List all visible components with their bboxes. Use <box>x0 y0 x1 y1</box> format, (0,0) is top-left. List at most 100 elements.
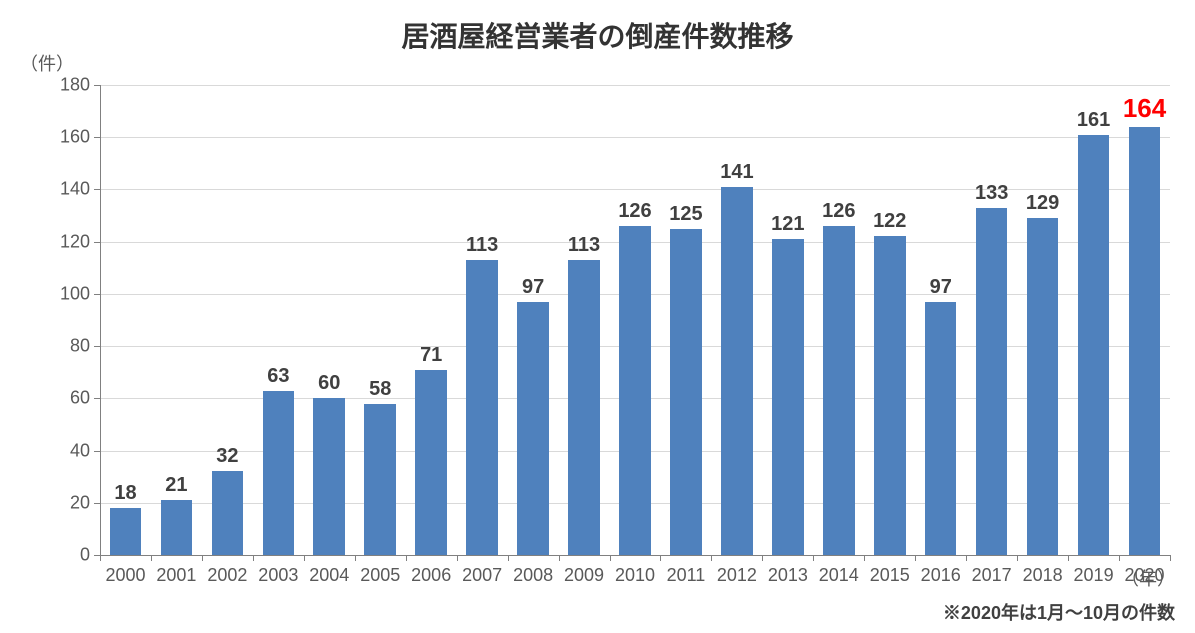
bar-value-label: 126 <box>822 200 855 223</box>
bar <box>976 208 1008 555</box>
bar <box>772 239 804 555</box>
x-tick-mark <box>1119 555 1120 561</box>
bar-value-label: 141 <box>720 161 753 184</box>
chart-container: 居酒屋経営業者の倒産件数推移 （件） 182000212001322002632… <box>0 0 1195 633</box>
bar <box>313 398 345 555</box>
y-axis-line <box>100 85 101 555</box>
bar <box>823 226 855 555</box>
x-tick-label: 2014 <box>819 565 859 586</box>
bar-value-label: 129 <box>1026 192 1059 215</box>
x-tick-label: 2016 <box>921 565 961 586</box>
x-tick-label: 2003 <box>258 565 298 586</box>
y-tick-label: 120 <box>40 231 90 252</box>
y-tick-label: 40 <box>40 440 90 461</box>
chart-title: 居酒屋経営業者の倒産件数推移 <box>0 15 1195 55</box>
x-tick-label: 2005 <box>360 565 400 586</box>
x-tick-mark <box>508 555 509 561</box>
bar <box>721 187 753 555</box>
x-tick-mark <box>711 555 712 561</box>
bar-value-label-highlight: 164 <box>1123 93 1166 124</box>
y-tick-label: 80 <box>40 336 90 357</box>
y-tick-label: 180 <box>40 75 90 96</box>
y-tick-label: 100 <box>40 283 90 304</box>
bar <box>874 236 906 555</box>
gridline <box>100 189 1170 190</box>
x-tick-label: 2001 <box>156 565 196 586</box>
x-tick-label: 2009 <box>564 565 604 586</box>
bar-value-label: 21 <box>165 474 187 497</box>
x-tick-label: 2012 <box>717 565 757 586</box>
bar <box>263 391 295 556</box>
y-tick-label: 60 <box>40 388 90 409</box>
bar <box>161 500 193 555</box>
x-tick-label: 2013 <box>768 565 808 586</box>
x-tick-mark <box>762 555 763 561</box>
x-tick-mark <box>915 555 916 561</box>
bar-value-label: 121 <box>771 213 804 236</box>
x-tick-mark <box>1170 555 1171 561</box>
bar <box>568 260 600 555</box>
y-tick-label: 0 <box>40 545 90 566</box>
y-axis-unit: （件） <box>20 50 74 76</box>
x-tick-label: 2017 <box>972 565 1012 586</box>
x-tick-mark <box>406 555 407 561</box>
x-tick-mark <box>202 555 203 561</box>
bar-value-label: 122 <box>873 210 906 233</box>
x-tick-label: 2000 <box>105 565 145 586</box>
x-tick-label: 2018 <box>1023 565 1063 586</box>
plot-area: 1820002120013220026320036020045820057120… <box>100 85 1170 555</box>
bar-value-label: 71 <box>420 344 442 367</box>
gridline <box>100 137 1170 138</box>
bar-value-label: 113 <box>466 234 498 257</box>
bar <box>1129 127 1161 555</box>
x-tick-mark <box>304 555 305 561</box>
chart-footnote: ※2020年は1月～10月の件数 <box>943 599 1175 625</box>
bar-value-label: 125 <box>669 203 702 226</box>
bar <box>110 508 142 555</box>
bar <box>517 302 549 555</box>
x-tick-mark <box>610 555 611 561</box>
bar <box>925 302 957 555</box>
x-axis-line <box>100 555 1170 556</box>
x-tick-mark <box>100 555 101 561</box>
x-tick-label: 2002 <box>207 565 247 586</box>
bar <box>1078 135 1110 555</box>
x-tick-label: 2006 <box>411 565 451 586</box>
x-tick-mark <box>966 555 967 561</box>
bar <box>1027 218 1059 555</box>
x-tick-label: 2007 <box>462 565 502 586</box>
bar <box>619 226 651 555</box>
x-tick-mark <box>559 555 560 561</box>
y-tick-label: 20 <box>40 492 90 513</box>
x-tick-mark <box>1017 555 1018 561</box>
bar-value-label: 161 <box>1077 109 1110 132</box>
bar <box>364 404 396 555</box>
bar-value-label: 126 <box>618 200 651 223</box>
x-tick-mark <box>813 555 814 561</box>
x-tick-label: 2015 <box>870 565 910 586</box>
x-tick-mark <box>151 555 152 561</box>
bar-value-label: 133 <box>975 182 1008 205</box>
bar <box>415 370 447 555</box>
bar <box>212 471 244 555</box>
bar-value-label: 18 <box>114 482 136 505</box>
x-tick-mark <box>355 555 356 561</box>
x-tick-mark <box>1068 555 1069 561</box>
bar <box>670 229 702 555</box>
bar-value-label: 113 <box>568 234 600 257</box>
x-tick-mark <box>253 555 254 561</box>
bar-value-label: 58 <box>369 378 391 401</box>
x-tick-mark <box>864 555 865 561</box>
bar-value-label: 60 <box>318 372 340 395</box>
y-tick-label: 160 <box>40 127 90 148</box>
x-tick-label: 2004 <box>309 565 349 586</box>
x-tick-mark <box>457 555 458 561</box>
bar-value-label: 32 <box>216 445 238 468</box>
gridline <box>100 85 1170 86</box>
bar-value-label: 63 <box>267 365 289 388</box>
bar <box>466 260 498 555</box>
bar-value-label: 97 <box>522 276 544 299</box>
x-tick-label: 2008 <box>513 565 553 586</box>
x-axis-unit: （年） <box>1121 565 1175 591</box>
x-tick-label: 2011 <box>667 565 706 586</box>
